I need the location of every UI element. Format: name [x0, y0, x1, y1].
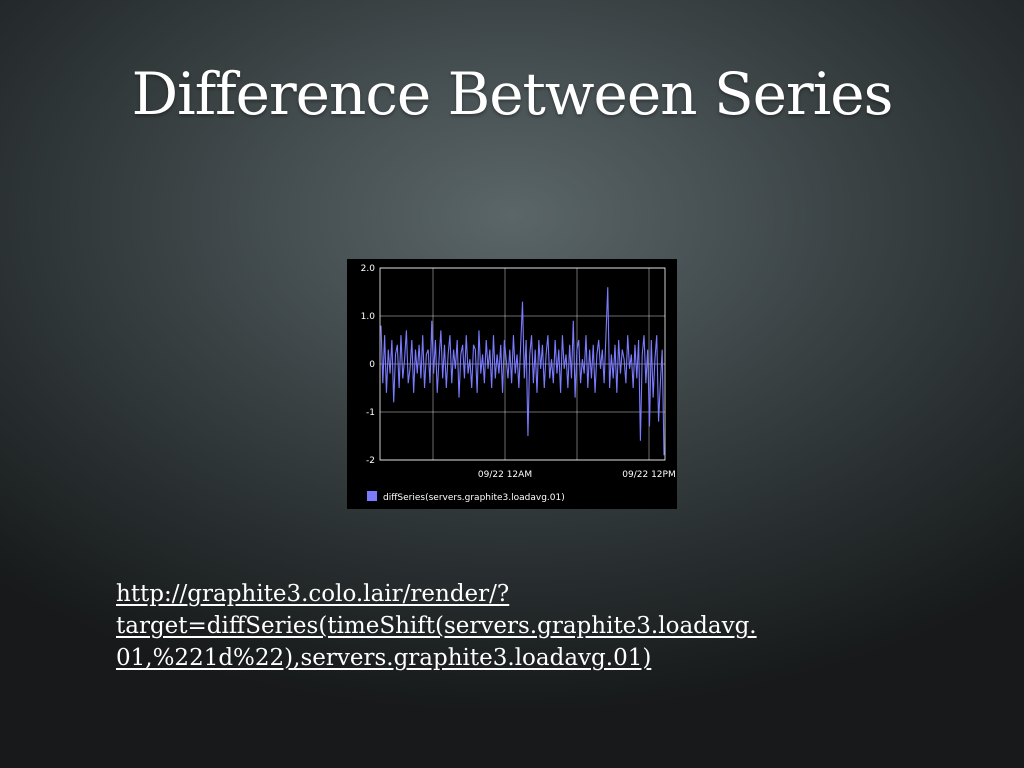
- series-line: [380, 287, 665, 456]
- y-tick-label: 0: [369, 360, 375, 370]
- legend-swatch: [367, 491, 377, 501]
- y-tick-label: -1: [366, 408, 375, 418]
- graphite-chart: 2.0 1.0 0 -1 -2 09/22 12AM 09/22 12PM diffSerie…: [347, 259, 677, 509]
- render-url-line-1[interactable]: http://graphite3.colo.lair/render/?: [116, 581, 510, 607]
- y-tick-label: 2.0: [361, 264, 376, 274]
- y-tick-label: 1.0: [361, 312, 376, 322]
- x-tick-label: 09/22 12AM: [478, 470, 532, 480]
- legend-label: diffSeries(servers.graphite3.loadavg.01): [383, 493, 565, 503]
- render-url-line-3[interactable]: 01,%221d%22),servers.graphite3.loadavg.0…: [116, 645, 652, 671]
- slide-title: Difference Between Series: [131, 60, 894, 128]
- x-tick-label: 09/22 12PM: [622, 470, 675, 480]
- chart-svg: 2.0 1.0 0 -1 -2 09/22 12AM 09/22 12PM diffSerie…: [361, 264, 676, 503]
- y-tick-label: -2: [366, 456, 375, 466]
- render-url: http://graphite3.colo.lair/render/? targ…: [116, 578, 916, 674]
- render-url-line-2[interactable]: target=diffSeries(timeShift(servers.grap…: [116, 613, 757, 639]
